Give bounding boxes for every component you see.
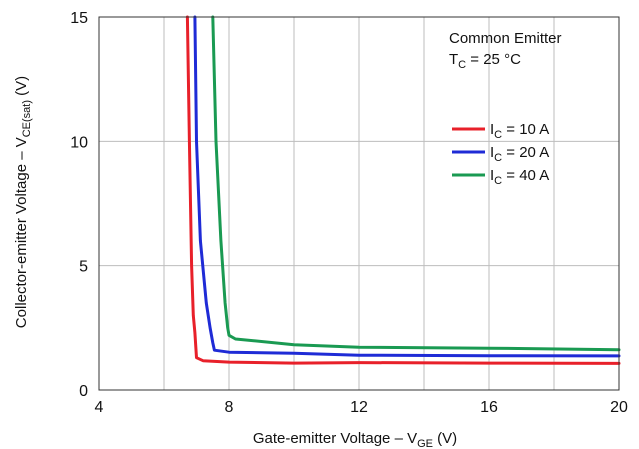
legend-entry-subscript: C — [494, 129, 502, 141]
series-layer — [185, 15, 621, 365]
legend-entry-2: IC = 20 A — [490, 144, 549, 164]
legend-entry-3: IC = 40 A — [490, 167, 549, 187]
annotation-temp-main: T — [449, 51, 458, 68]
annotation-temp-subscript: C — [458, 59, 466, 71]
y-tick-label: 5 — [79, 259, 88, 276]
legend-entry-subscript: C — [494, 152, 502, 164]
legend-entry-main: I — [490, 144, 494, 161]
x-tick-label: 8 — [225, 399, 234, 416]
series-line-3 — [211, 15, 621, 352]
x-axis-label-main: Gate-emitter Voltage – V — [253, 430, 417, 447]
tick-labels: 4 8 12 16 20 0 5 10 15 — [70, 10, 628, 416]
annotation-common-emitter: Common Emitter — [449, 30, 562, 47]
y-axis-label-unit: (V) — [13, 76, 30, 100]
y-tick-label: 15 — [70, 10, 88, 27]
annotation-temp-rest: = 25 °C — [466, 51, 521, 68]
y-tick-label: 0 — [79, 383, 88, 400]
legend-entry-rest: = 40 A — [502, 167, 549, 184]
x-tick-label: 12 — [350, 399, 368, 416]
x-axis-label-unit: (V) — [433, 430, 457, 447]
y-axis-label-main: Collector-emitter Voltage – V — [13, 137, 30, 328]
x-axis-label: Gate-emitter Voltage – VGE (V) — [253, 430, 457, 449]
legend-entry-1: IC = 10 A — [490, 121, 549, 141]
x-tick-label: 16 — [480, 399, 498, 416]
plot-frame — [98, 16, 620, 391]
legend-entry-subscript: C — [494, 175, 502, 187]
legend-entry-main: I — [490, 167, 494, 184]
gridlines — [99, 17, 619, 390]
x-tick-label: 20 — [610, 399, 628, 416]
y-axis-label-subscript: CE(sat) — [21, 100, 33, 137]
legend-entry-rest: = 20 A — [502, 144, 549, 161]
legend-entry-rest: = 10 A — [502, 121, 549, 138]
x-tick-label: 4 — [95, 399, 104, 416]
series-line-1 — [185, 15, 621, 365]
y-tick-label: 10 — [70, 134, 88, 151]
legend: IC = 10 AIC = 20 AIC = 40 A — [452, 121, 549, 187]
legend-entry-main: I — [490, 121, 494, 138]
x-axis-label-subscript: GE — [417, 438, 433, 449]
annotation-case-temperature: TC = 25 °C — [449, 51, 521, 71]
y-axis-label: Collector-emitter Voltage – VCE(sat) (V) — [13, 76, 33, 328]
series-line-2 — [193, 15, 621, 358]
